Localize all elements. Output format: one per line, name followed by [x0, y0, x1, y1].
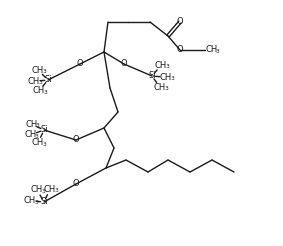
Text: Si: Si [40, 198, 48, 206]
Text: 3: 3 [43, 90, 47, 95]
Text: CH: CH [33, 86, 45, 95]
Text: 3: 3 [54, 188, 58, 193]
Text: O: O [177, 46, 183, 55]
Text: CH: CH [155, 61, 167, 70]
Text: CH: CH [206, 46, 218, 55]
Text: 3: 3 [42, 142, 46, 147]
Text: 3: 3 [35, 134, 39, 139]
Text: 3: 3 [38, 80, 42, 85]
Text: 3: 3 [216, 49, 220, 54]
Text: CH: CH [32, 138, 44, 147]
Text: O: O [177, 17, 183, 27]
Text: 3: 3 [42, 69, 46, 74]
Text: 3: 3 [165, 64, 169, 69]
Text: Si: Si [44, 76, 52, 84]
Text: 3: 3 [41, 189, 45, 194]
Text: O: O [73, 180, 79, 188]
Text: CH: CH [24, 196, 36, 205]
Text: CH: CH [32, 66, 44, 75]
Text: CH: CH [154, 83, 166, 92]
Text: CH: CH [31, 185, 43, 194]
Text: CH: CH [25, 120, 37, 129]
Text: 3: 3 [170, 76, 174, 81]
Text: 3: 3 [35, 123, 39, 128]
Text: O: O [73, 136, 79, 144]
Text: CH: CH [44, 185, 56, 194]
Text: Si: Si [148, 72, 156, 80]
Text: Si: Si [40, 125, 48, 135]
Text: CH: CH [28, 77, 40, 86]
Text: 3: 3 [164, 86, 168, 92]
Text: 3: 3 [34, 200, 38, 205]
Text: CH: CH [25, 130, 37, 139]
Text: O: O [121, 60, 127, 68]
Text: CH: CH [160, 73, 172, 82]
Text: O: O [77, 60, 83, 68]
